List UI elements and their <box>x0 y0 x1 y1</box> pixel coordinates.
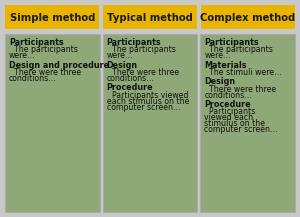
Text: The participants: The participants <box>9 45 78 54</box>
Text: The participants: The participants <box>204 45 273 54</box>
Text: There were three: There were three <box>204 85 277 94</box>
Text: stimulus on the: stimulus on the <box>204 119 265 128</box>
Text: Simple method: Simple method <box>10 13 95 23</box>
Text: Participants: Participants <box>204 107 256 116</box>
Text: Design and procedure: Design and procedure <box>9 61 109 70</box>
Text: There were three: There were three <box>9 68 81 77</box>
Text: There were three: There were three <box>107 68 179 77</box>
Text: computer screen…: computer screen… <box>107 103 180 112</box>
Text: conditions…: conditions… <box>204 91 252 100</box>
Text: Complex method: Complex method <box>200 13 295 23</box>
Text: were…: were… <box>107 51 134 60</box>
Bar <box>103 5 197 31</box>
Text: Participants: Participants <box>107 38 161 47</box>
Text: computer screen…: computer screen… <box>204 125 278 134</box>
Text: Materials: Materials <box>204 61 247 70</box>
Text: conditions…: conditions… <box>9 74 57 83</box>
Text: Design: Design <box>204 77 236 86</box>
Bar <box>200 34 295 212</box>
Text: conditions…: conditions… <box>107 74 155 83</box>
Text: Participants: Participants <box>9 38 64 47</box>
Text: Procedure: Procedure <box>107 83 153 92</box>
Bar <box>5 34 100 212</box>
Text: viewed each: viewed each <box>204 113 254 122</box>
Text: The participants: The participants <box>107 45 176 54</box>
Bar <box>103 34 197 212</box>
Bar <box>5 5 100 31</box>
Text: were…: were… <box>9 51 36 60</box>
Text: Procedure: Procedure <box>204 100 251 109</box>
Text: Participants: Participants <box>204 38 259 47</box>
Text: each stimulus on the: each stimulus on the <box>107 97 189 106</box>
Text: were…: were… <box>204 51 231 60</box>
Text: Typical method: Typical method <box>107 13 193 23</box>
Text: Design: Design <box>107 61 138 70</box>
Text: The stimuli were…: The stimuli were… <box>204 68 282 77</box>
Bar <box>200 5 295 31</box>
Text: Participants viewed: Participants viewed <box>107 91 188 100</box>
